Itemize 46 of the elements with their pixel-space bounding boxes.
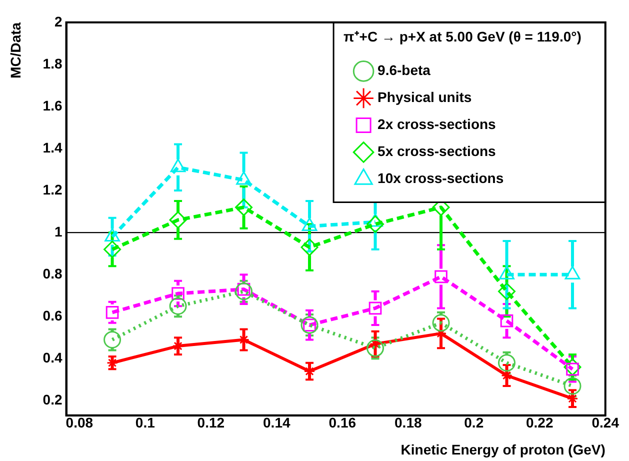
y-tick-label: 1.4	[42, 139, 62, 156]
legend-label: 5x cross-sections	[378, 143, 496, 160]
point	[235, 198, 253, 216]
point	[432, 314, 450, 332]
y-tick-label: 1.6	[42, 97, 62, 114]
x-axis-title: Kinetic Energy of proton (GeV)	[400, 441, 606, 458]
legend-label: 10x cross-sections	[378, 170, 504, 186]
x-tick-label: 0.16	[328, 414, 356, 431]
x-tick-label: 0.14	[263, 414, 290, 431]
x-tick-label: 0.08	[66, 414, 94, 431]
point	[434, 270, 448, 284]
point	[169, 211, 187, 229]
point	[366, 339, 384, 357]
point	[235, 282, 253, 300]
legend-label: 9.6-beta	[378, 62, 431, 78]
x-tick-label: 0.24	[592, 414, 620, 431]
y-tick-label: 2	[54, 13, 62, 30]
x-tick-label: 0.18	[394, 414, 422, 431]
point	[498, 354, 516, 372]
x-tick-label: 0.22	[526, 414, 554, 431]
y-tick-label: 0.8	[42, 265, 62, 282]
x-tick-label: 0.1	[135, 414, 156, 431]
y-tick-label: 0.2	[42, 392, 62, 408]
y-tick-label: 1.8	[42, 55, 62, 72]
point	[366, 215, 384, 233]
y-tick-label: 0.4	[42, 350, 62, 366]
point	[368, 302, 382, 315]
point	[104, 240, 122, 258]
x-tick-label: 0.2	[464, 414, 484, 431]
y-axis-title: MC/Data	[7, 22, 24, 78]
legend-label: Physical units	[378, 89, 472, 106]
point	[169, 297, 187, 315]
x-tick-label: 0.12	[197, 414, 225, 431]
y-tick-label: 0.6	[42, 307, 62, 324]
point	[564, 358, 582, 376]
point	[104, 330, 122, 348]
y-tick-label: 1.2	[42, 181, 62, 198]
y-tick-label: 1	[54, 223, 62, 240]
point	[106, 306, 119, 319]
point	[500, 314, 514, 328]
point	[498, 282, 516, 300]
point	[172, 287, 184, 300]
point	[300, 238, 318, 256]
point	[564, 377, 582, 395]
legend-label: 2x cross-sections	[378, 116, 496, 132]
legend-title: π⁺+C → p+X at 5.00 GeV (θ = 119.0°)	[344, 28, 582, 44]
